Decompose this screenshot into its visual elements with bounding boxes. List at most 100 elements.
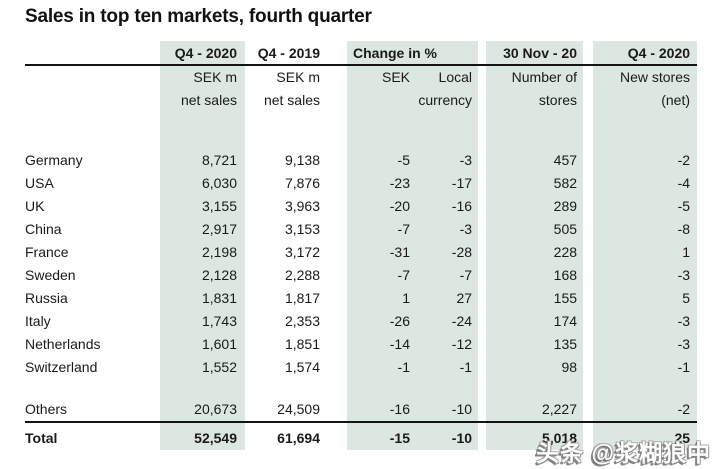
column-gap [583, 397, 593, 420]
column-highlight-new-stores [593, 41, 697, 450]
total-label: Total [25, 429, 58, 446]
q4-2019-net-sales: 1,851 [284, 335, 320, 352]
column-gap [583, 194, 593, 217]
change-sek: -20 [389, 197, 410, 214]
number-of-stores: 168 [553, 266, 578, 283]
subheader-net-sales-1: net sales [180, 91, 237, 108]
change-local: -16 [451, 197, 473, 214]
column-gap [583, 171, 593, 194]
new-stores-net: -2 [677, 151, 691, 168]
market-name: Switzerland [25, 358, 98, 375]
column-gap [583, 217, 593, 240]
change-local: -3 [459, 220, 473, 237]
change-local: -28 [451, 243, 473, 260]
table-row-netherlands: Netherlands 1,601 1,851 -14 -12 135 -3 [25, 332, 697, 355]
subheader-sekm-2: SEK m [276, 68, 320, 85]
change-sek: -31 [389, 243, 410, 260]
column-gap [478, 332, 486, 355]
subheader-net: (net) [661, 91, 691, 108]
column-gap [583, 148, 593, 171]
column-gap [583, 240, 593, 263]
number-of-stores: 174 [553, 312, 578, 329]
new-stores-net: -2 [677, 400, 691, 417]
column-gap [583, 332, 593, 355]
new-stores-net: -3 [677, 312, 691, 329]
change-sek: -23 [389, 174, 410, 191]
spacer-row [25, 378, 697, 397]
change-local: -10 [451, 400, 473, 417]
header-blank [25, 88, 160, 111]
q4-2020-net-sales: 20,673 [194, 400, 237, 417]
q4-2020-net-sales: 1,831 [201, 289, 237, 306]
q4-2020-net-sales: 2,198 [201, 243, 237, 260]
header-row-periods: Q4 - 2020 Q4 - 2019 Change in % 30 Nov -… [25, 41, 697, 65]
column-gap [583, 88, 593, 111]
column-gap [478, 240, 486, 263]
total-q4-2019: 61,694 [277, 429, 320, 446]
market-name: Sweden [25, 266, 76, 283]
change-sek: -5 [397, 151, 410, 168]
market-name: France [25, 243, 69, 260]
q4-2019-net-sales: 9,138 [284, 151, 320, 168]
change-local: -17 [451, 174, 473, 191]
header-30-nov-20: 30 Nov - 20 [503, 45, 578, 61]
table-row-usa: USA 6,030 7,876 -23 -17 582 -4 [25, 171, 697, 194]
table-row-china: China 2,917 3,153 -7 -3 505 -8 [25, 217, 697, 240]
subheader-new-stores: New stores [619, 68, 691, 85]
q4-2019-net-sales: 3,153 [284, 220, 320, 237]
change-sek: -7 [397, 220, 410, 237]
new-stores-net: 1 [682, 243, 691, 260]
market-name: UK [25, 197, 45, 214]
change-sek: -16 [389, 400, 410, 417]
change-local: 27 [456, 289, 473, 306]
column-gap [583, 263, 593, 286]
subheader-sek: SEK [381, 68, 410, 85]
sales-table: Q4 - 2020 Q4 - 2019 Change in % 30 Nov -… [25, 41, 697, 450]
q4-2019-net-sales: 7,876 [284, 174, 320, 191]
q4-2020-net-sales: 1,743 [201, 312, 237, 329]
header-market-blank [25, 41, 160, 65]
market-name: Netherlands [25, 335, 101, 352]
new-stores-net: -3 [677, 266, 691, 283]
page-title: Sales in top ten markets, fourth quarter [25, 6, 372, 27]
column-gap [478, 88, 486, 111]
new-stores-net: -3 [677, 335, 691, 352]
number-of-stores: 457 [553, 151, 578, 168]
change-sek: -26 [389, 312, 410, 329]
column-highlight-change [347, 41, 478, 450]
total-change-sek: -15 [389, 429, 410, 446]
new-stores-net: 5 [682, 289, 691, 306]
column-gap [478, 263, 486, 286]
spacer [25, 378, 697, 397]
q4-2019-net-sales: 1,817 [284, 289, 320, 306]
q4-2020-net-sales: 8,721 [201, 151, 237, 168]
q4-2019-net-sales: 24,509 [277, 400, 320, 417]
q4-2020-net-sales: 1,552 [201, 358, 237, 375]
number-of-stores: 2,227 [541, 400, 578, 417]
q4-2019-net-sales: 3,172 [284, 243, 320, 260]
q4-2020-net-sales: 2,917 [201, 220, 237, 237]
new-stores-net: -5 [677, 197, 691, 214]
table-row-germany: Germany 8,721 9,138 -5 -3 457 -2 [25, 148, 697, 171]
column-gap [478, 194, 486, 217]
q4-2020-net-sales: 1,601 [201, 335, 237, 352]
header-q4-2020-new-stores: Q4 - 2020 [627, 45, 691, 61]
table-row-others: Others 20,673 24,509 -16 -10 2,227 -2 [25, 397, 697, 420]
header-q4-2020: Q4 - 2020 [174, 45, 237, 61]
market-name: USA [25, 174, 54, 191]
column-gap [478, 217, 486, 240]
number-of-stores: 505 [553, 220, 578, 237]
header-row-units-1: SEK m SEK m SEK Local Number of New stor… [25, 65, 697, 88]
q4-2020-net-sales: 3,155 [201, 197, 237, 214]
column-gap [583, 355, 593, 378]
table-row-italy: Italy 1,743 2,353 -26 -24 174 -3 [25, 309, 697, 332]
column-gap [478, 425, 486, 450]
subheader-local: Local [438, 68, 473, 85]
new-stores-net: -8 [677, 220, 691, 237]
subheader-number-of: Number of [511, 68, 578, 85]
change-local: -1 [459, 358, 473, 375]
header-change-in-percent: Change in % [353, 45, 438, 61]
change-sek: -1 [397, 358, 410, 375]
new-stores-net: -4 [677, 174, 691, 191]
